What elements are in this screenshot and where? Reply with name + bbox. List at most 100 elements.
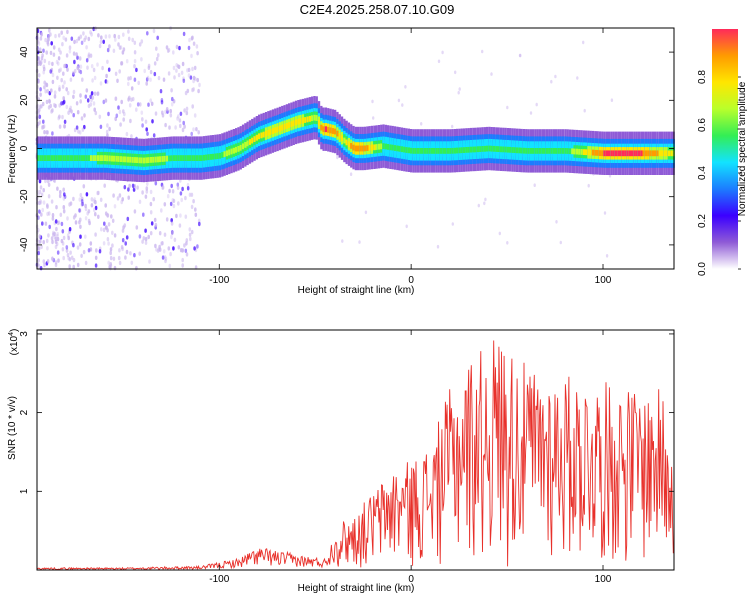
noise-speck [118, 260, 122, 266]
noise-speck [178, 45, 181, 51]
ridge-cell [403, 146, 406, 153]
ridge-cell [50, 155, 54, 161]
y-tick-label: -20 [19, 189, 30, 204]
noise-speck [46, 259, 50, 264]
noise-speck [49, 50, 53, 56]
noise-speck [176, 185, 180, 190]
noise-speck [96, 62, 99, 67]
ridge-cell [271, 128, 275, 134]
noise-speck [67, 235, 70, 241]
noise-speck [90, 203, 94, 208]
noise-speck [43, 58, 47, 64]
noise-speck [162, 249, 166, 254]
noise-speck [188, 37, 191, 43]
noise-speck [79, 69, 83, 75]
ridge-cell [177, 155, 180, 161]
ridge-cell [377, 143, 381, 150]
noise-speck [147, 234, 150, 240]
ridge-cell [216, 153, 219, 159]
spectrogram-x-axis-label: Height of straight line (km) [298, 285, 415, 296]
noise-speck [106, 47, 110, 53]
ridge-cell [601, 150, 604, 157]
noise-speck [164, 258, 167, 264]
noise-speck [182, 76, 185, 81]
noise-speck [610, 98, 614, 102]
ridge-cell [230, 148, 233, 155]
noise-speck [56, 250, 60, 255]
ridge-cell [78, 155, 81, 161]
noise-speck [68, 257, 72, 262]
noise-speck [78, 197, 82, 202]
ridge-cell [617, 150, 620, 157]
noise-speck [42, 259, 46, 264]
noise-speck [161, 110, 164, 115]
ridge-cell [311, 115, 314, 122]
ridge-cell [308, 115, 311, 122]
noise-speck [180, 197, 183, 203]
spectrogram-panel: -40 -20 0 20 40 -100 0 100 Height of straight … [7, 26, 675, 296]
noise-speck [40, 56, 44, 61]
noise-speck [104, 34, 108, 39]
noise-speck [61, 241, 65, 246]
ridge-cell [244, 142, 247, 148]
noise-speck [39, 199, 42, 204]
noise-speck [108, 126, 111, 132]
ridge-cell [258, 133, 261, 140]
noise-speck [46, 211, 49, 217]
ridge-cell [186, 155, 189, 161]
noise-speck [529, 111, 533, 115]
noise-speck [198, 82, 201, 88]
noise-speck [53, 231, 56, 236]
noise-speck [131, 37, 134, 43]
noise-speck [147, 63, 151, 68]
noise-speck [127, 29, 130, 34]
noise-speck [40, 244, 43, 250]
noise-speck [64, 37, 68, 42]
noise-speck [42, 48, 45, 53]
ridge-cell [60, 155, 63, 161]
noise-speck [193, 65, 197, 71]
ridge-cell [350, 143, 353, 149]
noise-speck [62, 209, 66, 214]
noise-speck [52, 45, 56, 50]
ridge-cell [294, 119, 298, 126]
noise-speck [170, 221, 174, 226]
noise-speck [48, 224, 51, 230]
noise-speck [80, 40, 84, 45]
noise-speck [37, 41, 41, 46]
noise-speck [70, 109, 73, 114]
ridge-cell [380, 143, 383, 150]
ridge-cell [324, 126, 328, 133]
noise-speck [75, 125, 79, 130]
noise-speck [91, 95, 95, 100]
ridge-cell [90, 155, 93, 161]
ridge-cell [587, 149, 590, 156]
noise-speck [42, 124, 45, 130]
ridge-cell [48, 155, 51, 161]
noise-speck [59, 67, 62, 72]
ridge-cell [262, 131, 265, 138]
noise-speck [133, 63, 136, 69]
ridge-cell [223, 151, 226, 157]
noise-speck [37, 192, 40, 198]
ridge-cell [156, 156, 159, 163]
ridge-cell [490, 145, 493, 152]
snr-y-ticks: 1 2 3 [19, 331, 674, 494]
noise-speck [45, 99, 49, 105]
noise-speck [164, 122, 167, 128]
noise-speck [38, 179, 42, 184]
noise-speck [165, 217, 169, 222]
noise-speck [181, 248, 184, 253]
ridge-cell [437, 148, 440, 154]
ridge-cell [113, 155, 116, 162]
noise-speck [183, 108, 186, 113]
ridge-cell [159, 156, 162, 163]
noise-speck [62, 96, 65, 101]
ridge-cell [400, 146, 404, 153]
noise-speck [66, 29, 69, 35]
noise-speck [190, 36, 194, 41]
noise-speck [146, 131, 149, 136]
noise-speck [138, 251, 141, 256]
noise-speck [194, 207, 197, 212]
